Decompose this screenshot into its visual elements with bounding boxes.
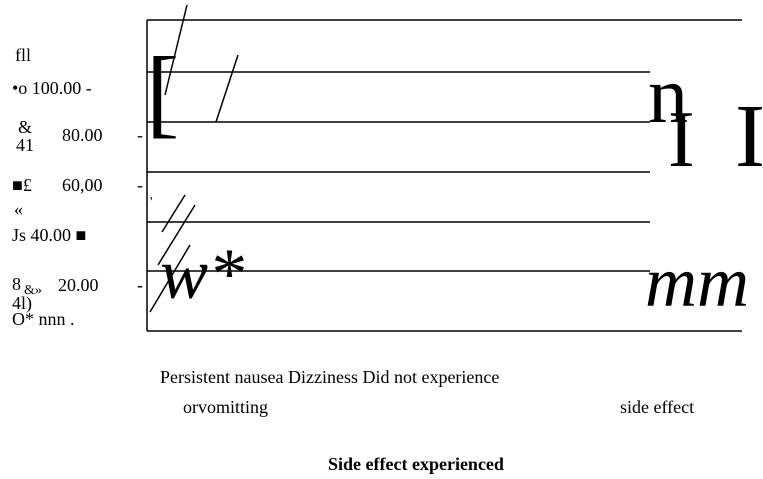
label: - — [137, 275, 143, 295]
label: 4l) — [12, 293, 32, 313]
stroke — [161, 194, 186, 233]
label: fll — [15, 45, 31, 65]
label: 41 — [16, 135, 34, 155]
stroke — [164, 4, 188, 96]
label: « — [14, 199, 23, 219]
glyph: w* — [160, 234, 245, 314]
glyph: ' — [150, 195, 153, 210]
stroke — [215, 54, 239, 123]
label: ■£ — [12, 175, 32, 195]
label: O* nnn . — [12, 309, 75, 329]
label: 60,00 — [62, 175, 103, 195]
label: Js 40.00 ■ — [12, 225, 87, 245]
glyph: I — [668, 96, 695, 184]
label: 20.00 — [58, 275, 99, 295]
label: •o 100.00 - — [12, 78, 92, 98]
label: - — [137, 125, 143, 145]
stroke — [149, 244, 191, 313]
label: 80.00 — [62, 125, 103, 145]
stroke — [157, 204, 196, 266]
glyph: mm — [645, 242, 749, 322]
x-axis-title: Side effect experienced — [328, 454, 504, 474]
glyph: I — [735, 87, 763, 186]
label: 8 — [12, 274, 21, 294]
category-label: side effect — [620, 397, 695, 417]
label: &» — [24, 283, 42, 298]
glyph: n — [648, 52, 688, 140]
label: & — [18, 117, 33, 137]
category-label: Persistent nausea Dizziness Did not expe… — [160, 367, 500, 387]
glyph: [ — [146, 36, 180, 147]
category-label: orvomitting — [183, 397, 268, 417]
label: - — [137, 175, 143, 195]
